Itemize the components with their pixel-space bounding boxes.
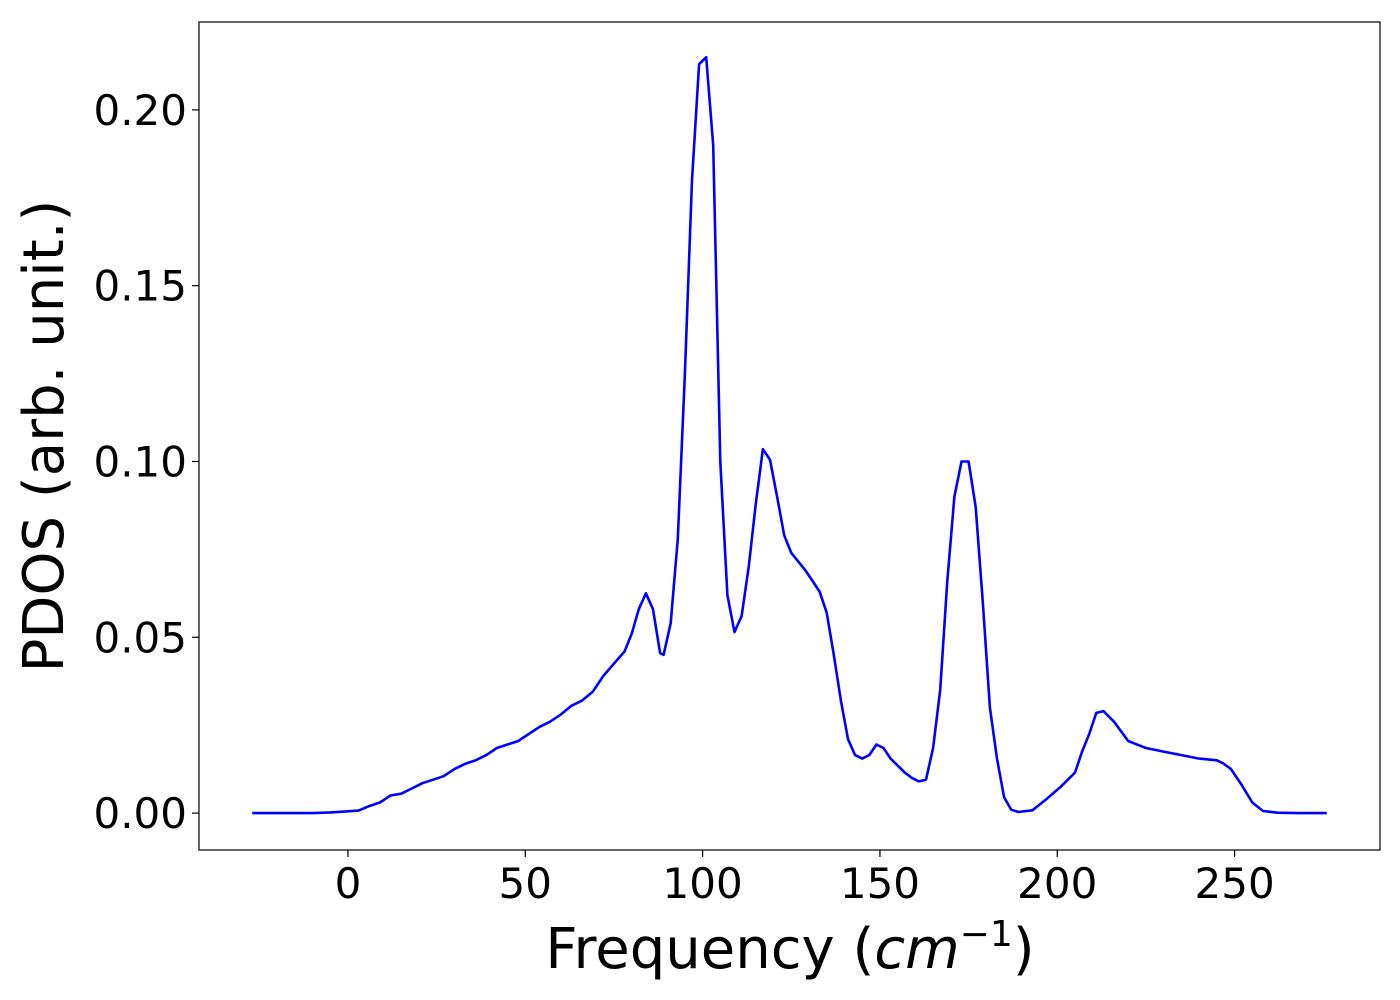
y-tick-label: 0.05 bbox=[93, 613, 187, 662]
x-tick-label: 0 bbox=[335, 859, 362, 908]
y-tick-label: 0.20 bbox=[93, 86, 187, 135]
pdos-series-line bbox=[252, 55, 1327, 815]
y-tick-label: 0.15 bbox=[93, 262, 187, 311]
x-axis-label: Frequency (cm−1) bbox=[545, 914, 1034, 982]
y-axis-label: PDOS (arb. unit.) bbox=[12, 200, 77, 673]
x-tick-label: 200 bbox=[1017, 859, 1097, 908]
plot-frame bbox=[198, 21, 1381, 851]
x-tick-label: 150 bbox=[840, 859, 920, 908]
y-axis-ticks: 0.00 0.05 0.10 0.15 0.20 bbox=[93, 86, 199, 838]
y-tick-label: 0.00 bbox=[93, 789, 187, 838]
x-tick-label: 50 bbox=[499, 859, 552, 908]
x-tick-label: 250 bbox=[1195, 859, 1275, 908]
y-tick-label: 0.10 bbox=[93, 437, 187, 486]
x-tick-label: 100 bbox=[663, 859, 743, 908]
x-axis-ticks: 0 50 100 150 200 250 bbox=[335, 850, 1275, 908]
plot-area bbox=[252, 55, 1327, 815]
